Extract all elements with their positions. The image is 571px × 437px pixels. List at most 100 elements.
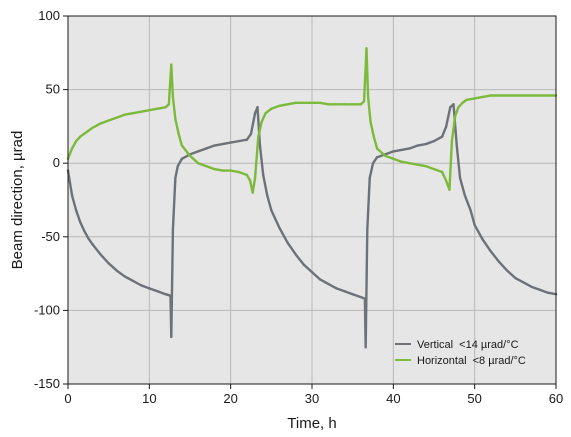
data-point-horizontal (351, 103, 354, 106)
data-point-horizontal (156, 107, 159, 110)
data-point-horizontal (167, 103, 171, 106)
x-tick-label: 10 (142, 391, 156, 406)
data-point-horizontal (440, 170, 444, 174)
data-point-horizontal (448, 188, 451, 191)
data-point-vertical (115, 269, 119, 272)
data-point-vertical (368, 176, 371, 180)
data-point-horizontal (264, 111, 267, 115)
data-point-vertical (180, 157, 184, 160)
data-point-vertical (335, 287, 338, 290)
data-point-vertical (449, 106, 452, 109)
data-point-vertical (400, 148, 403, 152)
data-point-horizontal (359, 103, 362, 106)
data-point-horizontal (245, 173, 249, 177)
data-point-vertical (107, 262, 110, 265)
data-point-vertical (327, 282, 330, 286)
data-point-horizontal (229, 169, 232, 172)
data-point-horizontal (237, 170, 240, 174)
data-point-vertical (91, 242, 94, 246)
data-point-vertical (171, 228, 175, 231)
data-point-vertical (366, 228, 369, 231)
y-tick-label: 0 (53, 155, 60, 170)
data-point-vertical (408, 147, 411, 150)
data-point-vertical (221, 142, 224, 146)
data-point-vertical (286, 241, 289, 244)
legend-label-horizontal: Horizontal <8 µrad/°C (417, 355, 526, 367)
data-point-horizontal (327, 103, 330, 106)
data-point-horizontal (465, 98, 468, 102)
series-line-vertical (66, 103, 558, 349)
data-point-vertical (266, 194, 269, 197)
data-point-horizontal (123, 113, 127, 116)
data-point-vertical (489, 250, 493, 253)
data-point-horizontal (343, 103, 346, 106)
data-point-horizontal (546, 94, 550, 97)
x-axis-title: Time, h (287, 415, 336, 432)
data-point-horizontal (369, 120, 372, 124)
data-point-horizontal (91, 126, 94, 130)
data-point-horizontal (79, 135, 82, 138)
data-point-vertical (522, 281, 525, 284)
data-point-horizontal (107, 119, 110, 122)
data-point-horizontal (302, 101, 306, 105)
data-point-vertical (256, 106, 259, 109)
data-point-horizontal (188, 154, 192, 158)
data-point-horizontal (99, 122, 102, 125)
data-point-vertical (148, 287, 151, 290)
data-point-vertical (229, 141, 232, 144)
data-point-horizontal (205, 164, 208, 168)
data-point-horizontal (372, 135, 376, 138)
data-point-horizontal (196, 162, 200, 165)
x-tick-label: 30 (305, 391, 319, 406)
data-point-horizontal (253, 176, 257, 180)
data-point-vertical (375, 156, 379, 159)
data-point-horizontal (445, 179, 448, 183)
data-point-horizontal (83, 132, 86, 135)
data-point-horizontal (115, 116, 119, 119)
data-point-vertical (174, 176, 177, 180)
data-point-vertical (359, 295, 362, 299)
legend: Vertical <14 µrad/°C Horizontal <8 µrad/… (395, 339, 526, 367)
axis-ticks: 0 10 20 30 40 50 60 -150 -100 -50 0 50 100 (34, 8, 563, 406)
data-point-horizontal (270, 107, 273, 110)
data-point-vertical (123, 275, 127, 278)
data-point-horizontal (310, 101, 314, 105)
y-tick-label: 50 (46, 82, 60, 97)
data-point-horizontal (416, 163, 419, 166)
data-point-horizontal (453, 114, 457, 118)
data-point-vertical (294, 253, 297, 256)
data-point-vertical (440, 135, 444, 138)
data-point-vertical (270, 209, 273, 212)
data-point-horizontal (87, 129, 90, 133)
data-point-vertical (213, 144, 216, 147)
data-point-vertical (481, 238, 484, 241)
data-point-vertical (497, 260, 501, 264)
data-point-vertical (514, 276, 517, 280)
data-point-horizontal (392, 157, 395, 160)
data-point-horizontal (221, 169, 224, 172)
data-point-vertical (538, 288, 541, 291)
y-tick-label: 100 (38, 8, 60, 23)
data-point-vertical (310, 270, 314, 274)
data-point-horizontal (497, 94, 501, 97)
data-point-vertical (318, 278, 322, 281)
data-point-vertical (87, 237, 90, 240)
data-point-horizontal (489, 94, 493, 97)
data-point-horizontal (180, 144, 184, 147)
data-point-vertical (452, 103, 455, 106)
data-point-horizontal (260, 120, 263, 124)
data-point-vertical (445, 125, 448, 128)
data-point-vertical (164, 293, 167, 296)
data-point-vertical (70, 194, 74, 197)
data-point-vertical (432, 139, 436, 143)
data-point-vertical (302, 263, 306, 266)
data-point-vertical (99, 253, 102, 256)
data-point-horizontal (278, 104, 281, 107)
data-point-vertical (205, 147, 208, 150)
series-line-horizontal (66, 47, 558, 194)
data-point-horizontal (257, 135, 260, 138)
y-tick-label: -100 (34, 302, 60, 317)
data-point-vertical (530, 285, 533, 289)
data-point-horizontal (481, 95, 484, 99)
